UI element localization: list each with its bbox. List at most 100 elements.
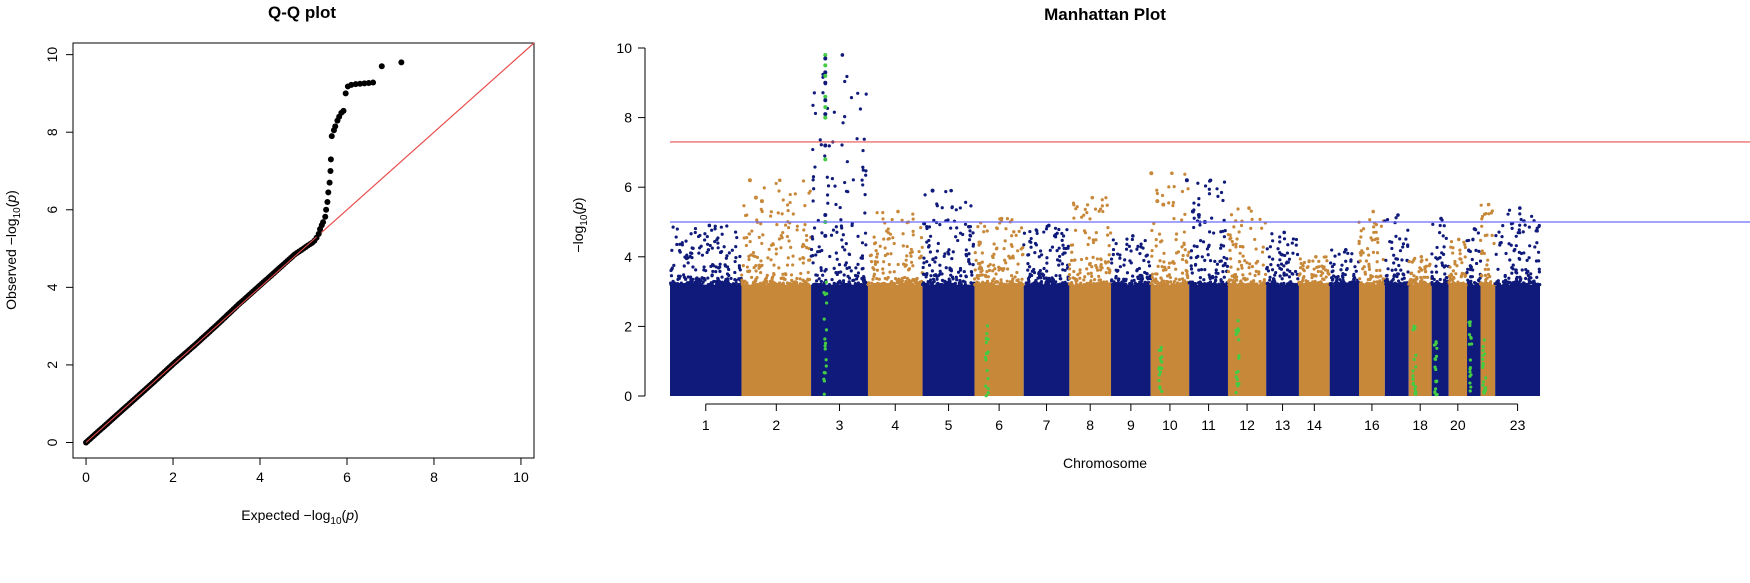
- snp-point: [1319, 282, 1323, 287]
- snp-point: [880, 282, 884, 287]
- snp-point: [678, 250, 682, 254]
- snp-point: [922, 256, 926, 260]
- snp-point: [1483, 273, 1487, 277]
- snp-point: [706, 242, 710, 246]
- snp-point: [981, 280, 985, 284]
- snp-point: [1400, 258, 1404, 262]
- snp-point: [864, 92, 868, 96]
- qq-point: [352, 81, 359, 88]
- snp-point: [1406, 243, 1410, 247]
- snp-point: [807, 277, 812, 282]
- snp-point: [1106, 226, 1110, 230]
- snp-point: [1510, 226, 1514, 230]
- snp-point: [745, 265, 750, 269]
- snp-point: [1479, 203, 1483, 207]
- snp-point: [932, 218, 936, 222]
- mh-x-tick-label: 4: [891, 417, 899, 433]
- snp-point: [841, 279, 846, 283]
- snp-point: [752, 283, 756, 287]
- snp-point: [1490, 233, 1494, 237]
- snp-point: [706, 248, 711, 252]
- snp-point: [1423, 282, 1427, 286]
- snp-point: [901, 244, 905, 248]
- snp-point: [1007, 254, 1011, 258]
- snp-point: [1278, 235, 1282, 239]
- manhattan-background-band: [670, 284, 1540, 396]
- snp-point: [1372, 230, 1376, 235]
- chromosome-band-2: [741, 284, 812, 396]
- snp-point: [1263, 272, 1268, 277]
- snp-point: [1091, 255, 1095, 259]
- snp-point: [1364, 259, 1369, 263]
- snp-point: [963, 222, 968, 226]
- snp-point: [1005, 279, 1009, 283]
- snp-point: [1196, 254, 1200, 258]
- snp-point: [834, 202, 838, 207]
- snp-point: [733, 230, 738, 234]
- snp-point: [840, 143, 844, 147]
- snp-point: [1321, 277, 1325, 281]
- snp-point: [991, 255, 995, 260]
- snp-point: [1138, 273, 1142, 278]
- snp-point: [1093, 207, 1098, 211]
- snp-point: [713, 227, 717, 231]
- snp-point: [1144, 271, 1149, 276]
- qq-x-tick-label: 8: [430, 469, 438, 485]
- snp-point: [708, 243, 712, 248]
- chromosome-band-13: [1266, 284, 1299, 396]
- snp-point: [1024, 281, 1028, 285]
- snp-point: [714, 269, 718, 274]
- chromosome-band-19: [1431, 284, 1449, 396]
- snp-point: [1216, 271, 1220, 276]
- snp-point: [991, 269, 995, 273]
- qq-title: Q-Q plot: [268, 3, 336, 22]
- snp-point: [722, 245, 726, 249]
- snp-point: [1249, 209, 1253, 213]
- snp-point: [792, 281, 796, 285]
- snp-point: [767, 247, 771, 251]
- snp-point: [784, 273, 788, 277]
- snp-point: [1217, 282, 1221, 286]
- snp-point: [1468, 249, 1472, 254]
- snp-point: [738, 254, 742, 259]
- snp-point: [1005, 283, 1009, 287]
- chromosome-band-18: [1408, 284, 1432, 396]
- snp-point: [911, 233, 915, 237]
- snp-point: [1282, 237, 1287, 241]
- snp-point: [1408, 282, 1412, 286]
- snp-point: [1039, 276, 1043, 280]
- snp-point: [843, 79, 847, 84]
- snp-point: [1187, 250, 1191, 254]
- snp-point: [1330, 278, 1334, 282]
- snp-point: [799, 282, 803, 286]
- snp-point: [863, 193, 867, 197]
- snp-point: [751, 251, 756, 255]
- snp-point: [1420, 278, 1424, 282]
- snp-top-point: [707, 223, 712, 228]
- snp-point: [1527, 225, 1531, 229]
- snp-point: [1395, 274, 1399, 279]
- snp-point: [700, 283, 704, 287]
- snp-point: [1424, 269, 1428, 274]
- snp-point: [1044, 227, 1049, 231]
- snp-point: [1092, 277, 1097, 282]
- snp-point: [1143, 238, 1147, 243]
- snp-point: [1471, 238, 1475, 242]
- snp-point: [1537, 270, 1542, 274]
- snp-point: [1489, 282, 1493, 287]
- snp-point: [1440, 251, 1444, 255]
- snp-point: [925, 225, 929, 229]
- snp-point: [834, 251, 838, 255]
- snp-point: [1448, 277, 1453, 281]
- snp-point: [786, 256, 790, 260]
- snp-point: [1160, 239, 1164, 243]
- snp-point: [1359, 229, 1363, 233]
- snp-point: [1298, 266, 1303, 270]
- snp-point: [711, 269, 715, 274]
- peak-point: [1155, 199, 1160, 204]
- snp-point: [1085, 203, 1090, 207]
- snp-point: [969, 269, 973, 274]
- mh-x-tick-label: 8: [1086, 417, 1094, 433]
- snp-point: [971, 263, 975, 267]
